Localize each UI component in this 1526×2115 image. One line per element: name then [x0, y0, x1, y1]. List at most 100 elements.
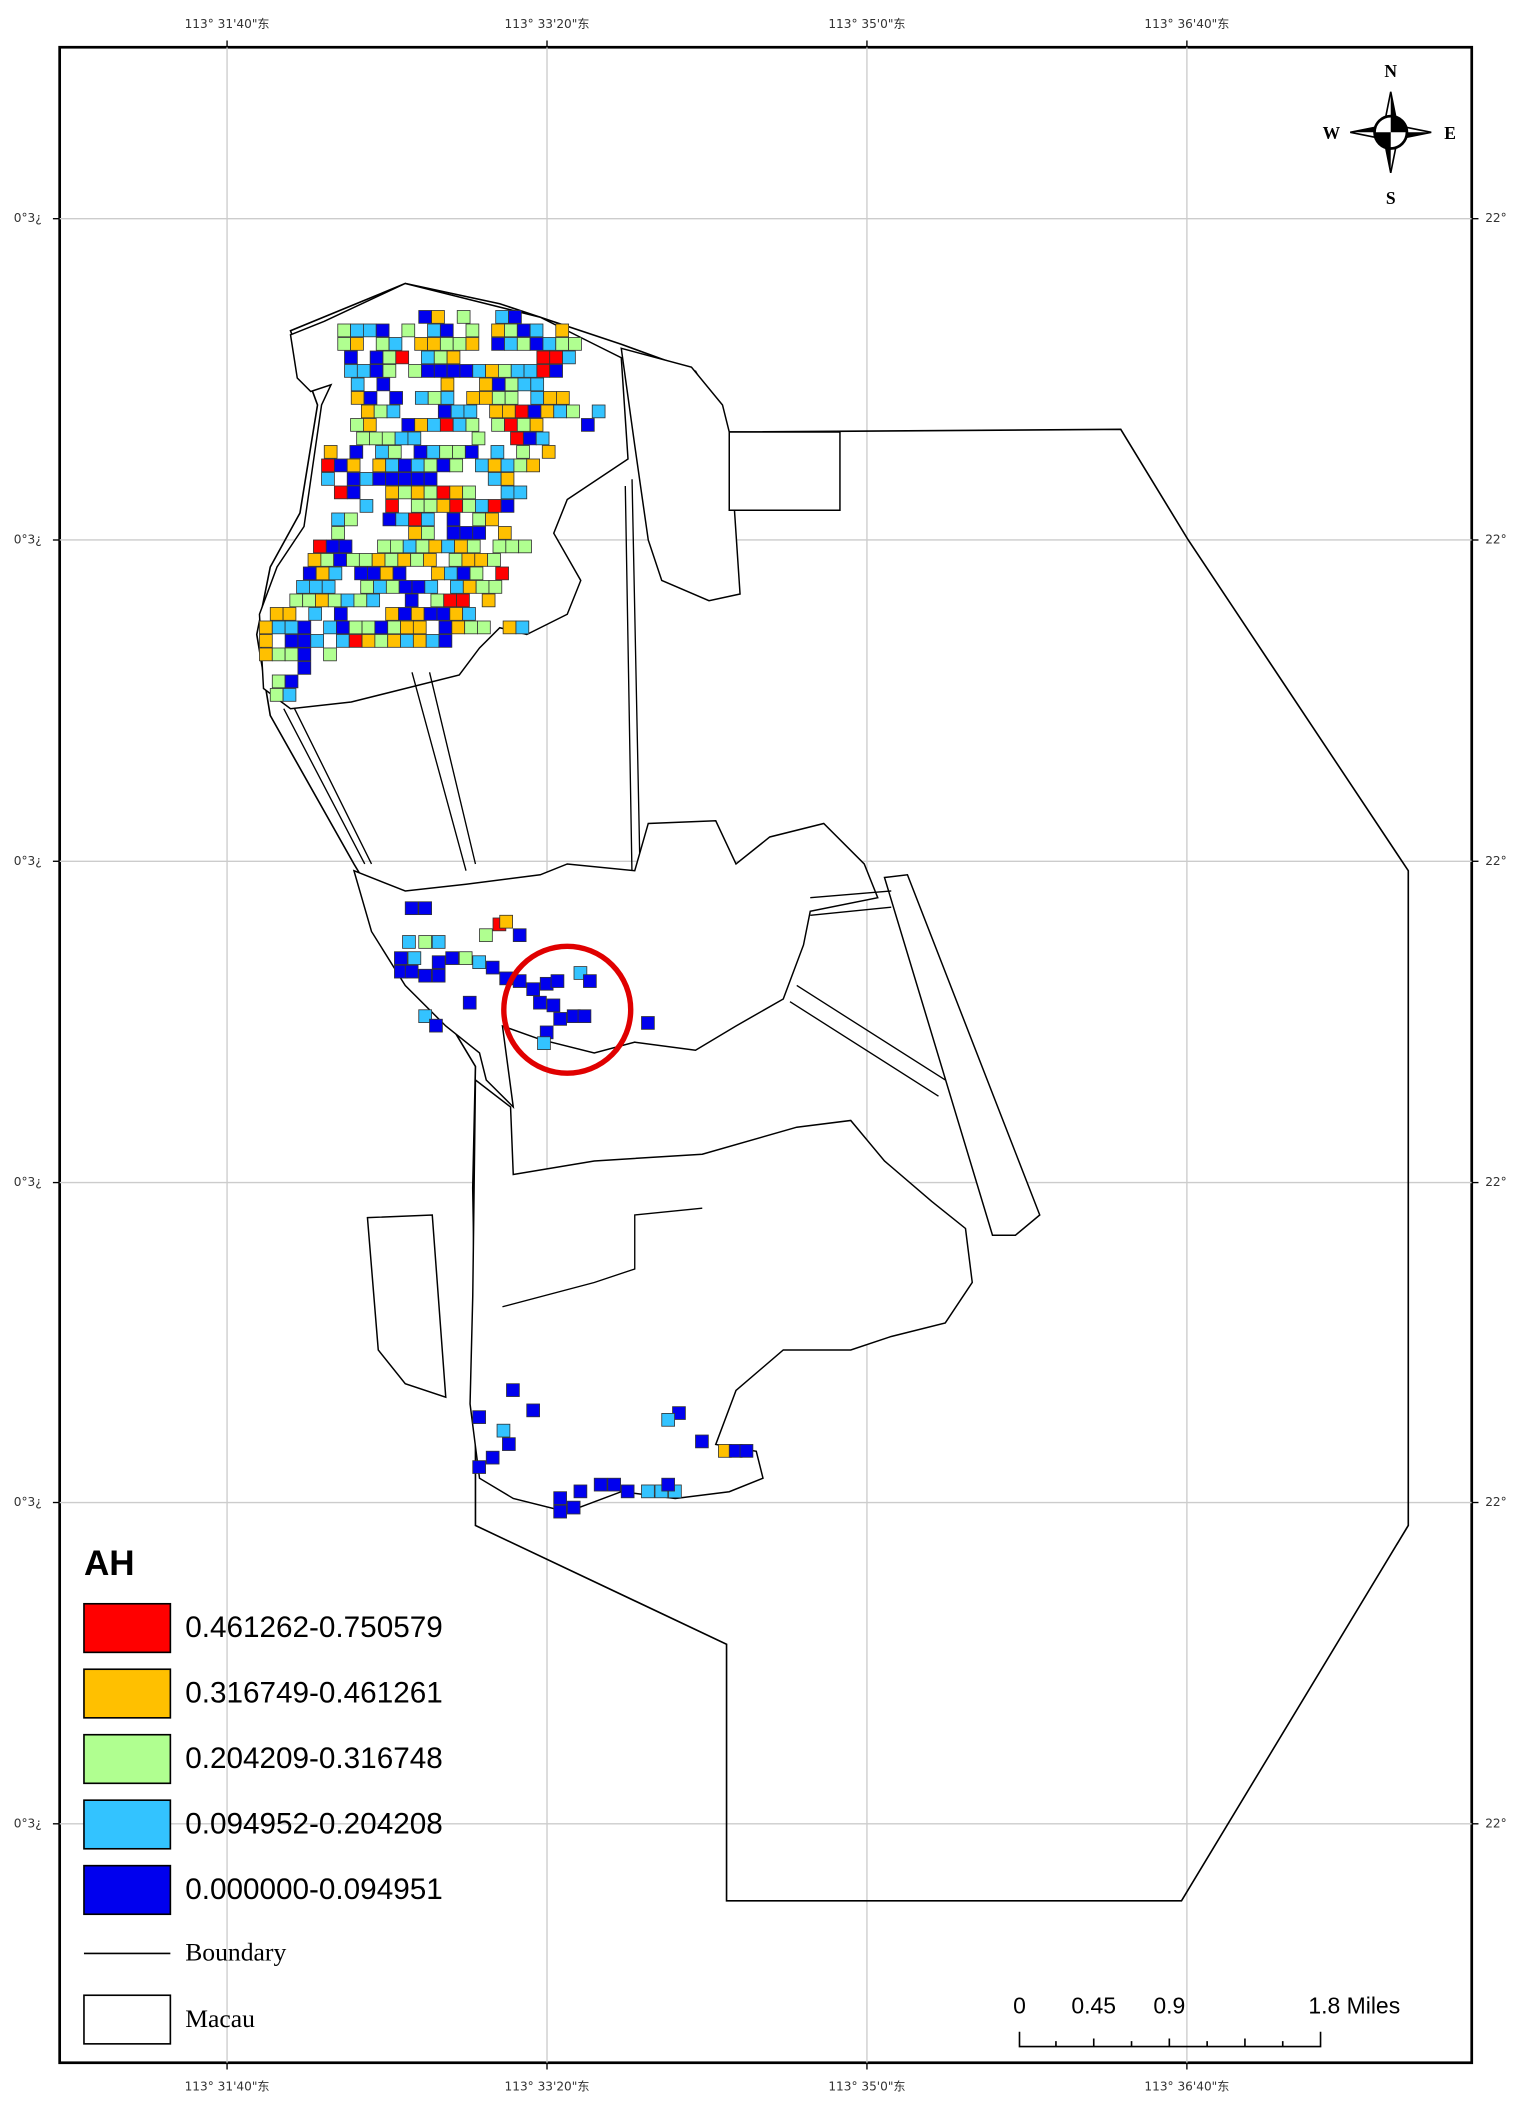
cell — [695, 1434, 709, 1449]
cell — [331, 512, 345, 527]
cell — [350, 418, 364, 432]
cell — [336, 620, 350, 635]
cell — [452, 418, 467, 432]
cell — [446, 526, 461, 540]
cell — [449, 485, 464, 500]
cell — [472, 526, 486, 540]
cell — [398, 485, 412, 500]
cell — [516, 418, 531, 432]
cell — [404, 593, 419, 608]
cell — [336, 634, 350, 648]
cell — [331, 526, 345, 540]
legend: AH Boundary Macau 0.461262-0.750579 0.316… — [83, 1544, 443, 2045]
cotai-line — [502, 1207, 703, 1308]
cell — [523, 364, 538, 378]
legend-swatch — [83, 1733, 172, 1785]
cell — [433, 350, 448, 365]
cell — [382, 364, 397, 378]
cell — [373, 580, 387, 594]
cell — [495, 566, 509, 581]
cell — [462, 995, 477, 1010]
cell — [328, 566, 343, 581]
cell — [583, 974, 597, 988]
left-label: 0°3¿ — [14, 532, 42, 546]
cell — [412, 620, 427, 635]
cell — [555, 337, 570, 351]
cell — [475, 458, 489, 473]
cell — [377, 539, 391, 554]
cell — [410, 485, 425, 500]
cell — [271, 620, 286, 635]
legend-label: 0.000000-0.094951 — [185, 1873, 443, 1906]
left-label: 0°3¿ — [14, 854, 42, 868]
legend-swatch — [83, 1602, 172, 1654]
land-reclaim — [728, 431, 841, 512]
cell — [407, 951, 422, 965]
cell — [387, 620, 401, 635]
scale-bar: 0 0.45 0.9 1.8 Miles — [1013, 1992, 1400, 2048]
cell — [533, 995, 547, 1010]
cell — [427, 337, 441, 351]
cell — [510, 431, 524, 446]
right-label: 22° — [1485, 1816, 1506, 1830]
cell — [429, 1018, 443, 1033]
cell — [500, 472, 515, 486]
cell — [350, 377, 365, 392]
cell — [553, 1504, 567, 1519]
cell — [450, 404, 465, 419]
cell — [465, 337, 480, 351]
cell — [527, 404, 542, 419]
cell — [452, 445, 466, 459]
cell — [481, 593, 496, 608]
cell — [526, 458, 540, 473]
cell — [415, 539, 430, 554]
cell — [282, 688, 297, 702]
cell — [526, 982, 540, 997]
cell — [259, 647, 273, 662]
cell — [529, 418, 544, 432]
cell — [354, 566, 368, 581]
top-label: 113° 33'20"东 — [505, 17, 590, 31]
cell — [350, 391, 365, 405]
cell — [374, 620, 389, 635]
cell — [436, 458, 451, 473]
cell — [282, 607, 297, 621]
cell — [487, 458, 502, 473]
cell — [466, 539, 481, 554]
cell — [562, 350, 576, 365]
cell — [309, 580, 323, 594]
cell — [431, 566, 445, 581]
cell — [499, 914, 513, 929]
bridge — [283, 479, 641, 878]
cell — [271, 647, 286, 662]
cell — [363, 418, 377, 432]
cell — [375, 445, 389, 459]
land-coloane — [469, 1078, 974, 1513]
cell — [591, 404, 606, 419]
cell — [487, 499, 502, 513]
cell — [360, 580, 374, 594]
cell — [529, 323, 544, 338]
legend-label: Macau — [185, 2004, 255, 2033]
cell — [462, 580, 477, 594]
cell — [516, 323, 531, 338]
land-reclaim — [620, 347, 741, 602]
cell — [444, 566, 458, 581]
cell — [472, 512, 486, 527]
cell — [297, 620, 312, 635]
cell — [526, 1403, 540, 1418]
cell — [423, 458, 438, 473]
cell — [445, 951, 459, 965]
cell — [513, 458, 528, 473]
cell — [465, 323, 480, 338]
cell — [514, 404, 529, 419]
cell — [333, 485, 348, 500]
left-label: 0°3¿ — [14, 1495, 42, 1509]
cell — [284, 647, 299, 662]
cell — [346, 472, 361, 486]
cell — [382, 512, 397, 527]
cell — [427, 418, 441, 432]
cell — [472, 1410, 486, 1424]
cell — [491, 418, 505, 432]
